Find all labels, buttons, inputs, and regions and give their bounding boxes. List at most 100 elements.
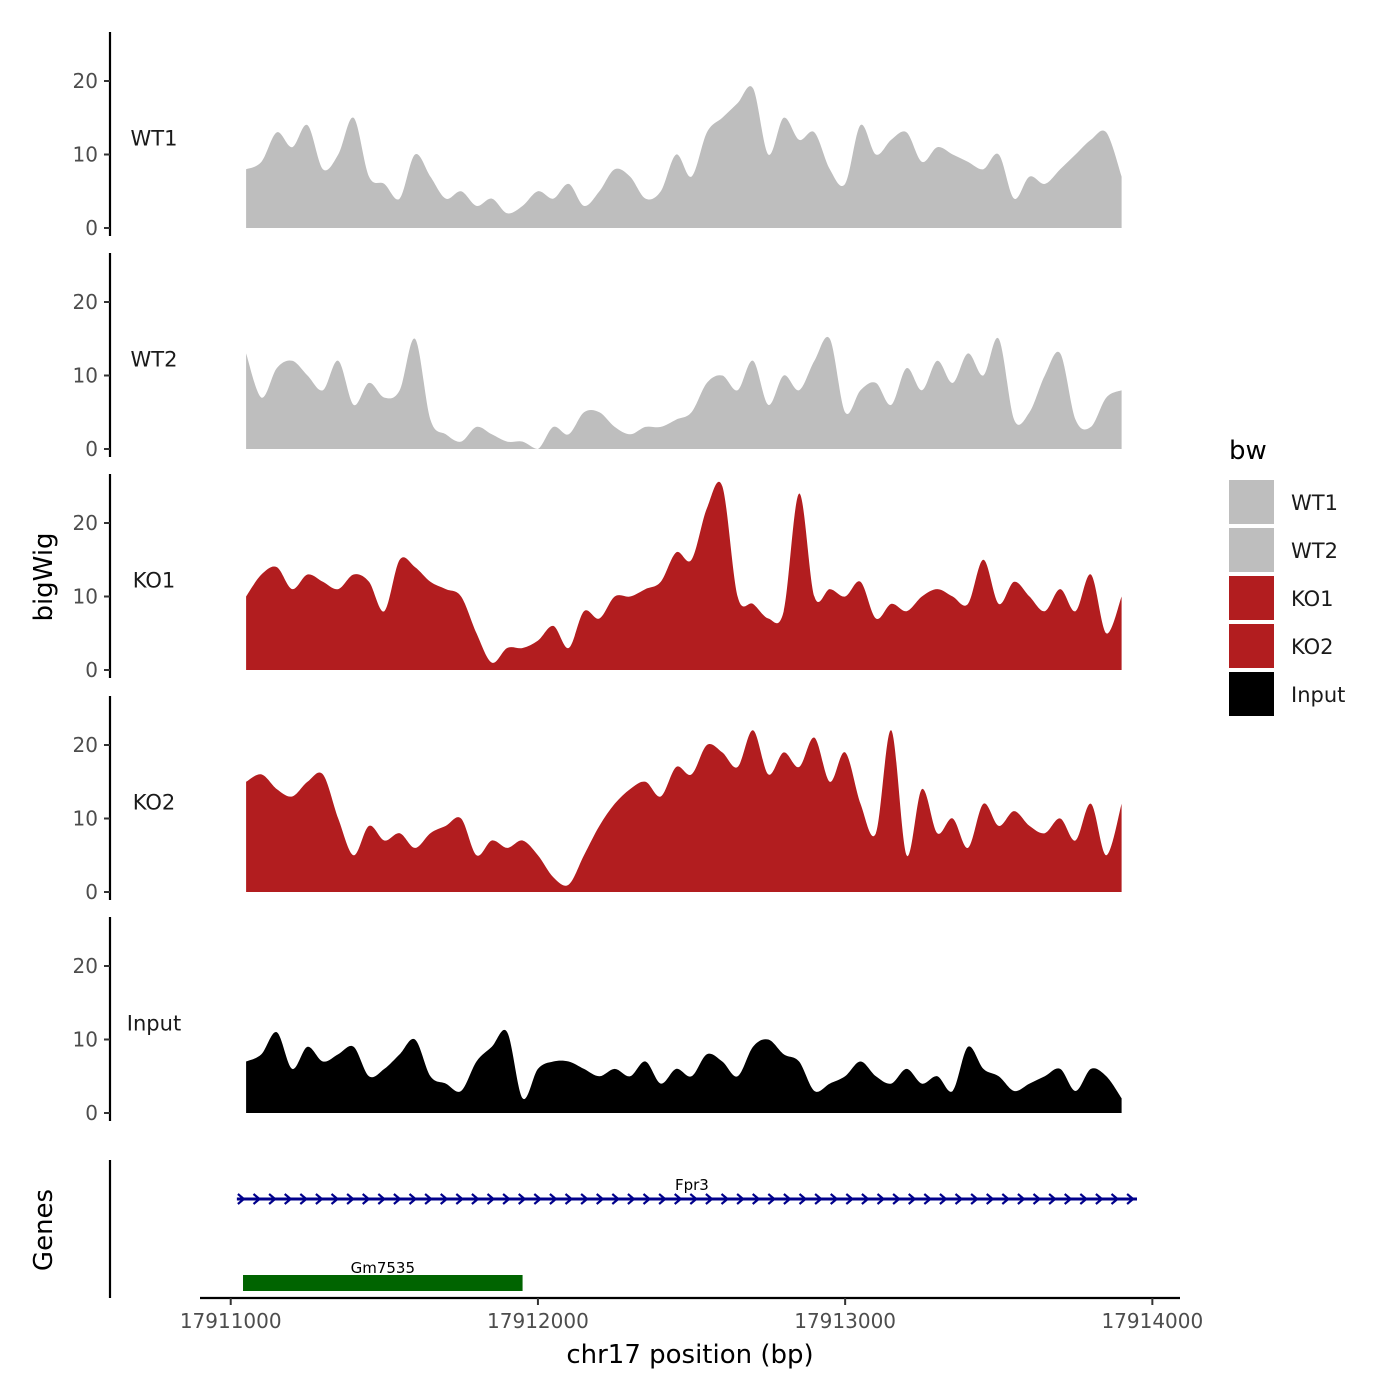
strand-arrow xyxy=(1095,1193,1104,1205)
y-tick-label: 10 xyxy=(73,585,98,609)
area-ko2 xyxy=(246,730,1122,892)
area-input xyxy=(246,1029,1122,1113)
x-axis: 17911000 17912000 17913000 17914000 xyxy=(180,1296,1203,1333)
strand-arrow xyxy=(783,1193,792,1205)
strand-arrow xyxy=(1126,1193,1135,1205)
strand-arrow xyxy=(471,1193,480,1205)
gene-label-gm7535: Gm7535 xyxy=(351,1259,415,1277)
strand-arrow xyxy=(299,1193,309,1205)
strand-arrow xyxy=(1079,1193,1089,1205)
genes-panel: Fpr3 Gm7535 xyxy=(108,1160,1137,1298)
strand-arrow xyxy=(907,1193,917,1205)
legend-label-ko2: KO2 xyxy=(1291,635,1334,659)
strand-arrow xyxy=(985,1193,995,1205)
strand-arrow xyxy=(361,1193,371,1205)
y-tick-label: 0 xyxy=(85,216,98,240)
strand-arrow xyxy=(268,1193,277,1205)
y-tick-label: 0 xyxy=(85,880,98,904)
strand-arrow xyxy=(393,1193,402,1205)
legend-swatch-ko1 xyxy=(1229,576,1274,620)
y-tick-label: 20 xyxy=(73,511,98,535)
x-tick-label: 17914000 xyxy=(1101,1309,1203,1333)
strand-arrow xyxy=(330,1193,340,1205)
y-tick-label: 20 xyxy=(73,69,98,93)
x-tick-label: 17913000 xyxy=(794,1309,896,1333)
strand-arrow xyxy=(1032,1193,1042,1205)
legend-label-wt2: WT2 xyxy=(1291,539,1338,563)
strand-arrow xyxy=(673,1193,683,1205)
y-tick-label: 10 xyxy=(73,1028,98,1052)
y-tick-label: 20 xyxy=(73,733,98,757)
legend-swatch-ko2 xyxy=(1229,624,1274,668)
strand-arrow xyxy=(439,1193,449,1205)
track-label: WT1 xyxy=(131,126,178,150)
track-label: Input xyxy=(127,1011,181,1035)
strand-arrow xyxy=(611,1193,621,1205)
legend-title: bw xyxy=(1229,436,1267,466)
track-wt1: 0 10 20 WT1 xyxy=(73,32,1122,240)
legend-swatch-input xyxy=(1229,672,1274,716)
strand-arrow xyxy=(502,1193,511,1205)
legend-swatch-wt2 xyxy=(1229,528,1274,572)
strand-arrow xyxy=(954,1193,964,1205)
area-ko1 xyxy=(246,481,1122,670)
strand-arrow xyxy=(1063,1193,1073,1205)
track-label: KO2 xyxy=(133,790,176,814)
legend: bw WT1 WT2 KO1 KO2 Input xyxy=(1229,436,1345,716)
track-ko2: 0 10 20 KO2 xyxy=(73,696,1122,904)
strand-arrow xyxy=(424,1193,433,1205)
y-tick-label: 10 xyxy=(73,143,98,167)
y-tick-label: 0 xyxy=(85,437,98,461)
strand-arrow xyxy=(564,1193,574,1205)
tracks-layer: 0 10 20 WT1 0 10 20 WT2 0 10 20 KO1 0 10 20 KO2 0 10 20 Inp… xyxy=(73,32,1122,1125)
y-tick-label: 10 xyxy=(73,364,98,388)
strand-arrow xyxy=(642,1193,652,1205)
strand-arrow xyxy=(814,1193,823,1205)
x-tick-label: 17912000 xyxy=(487,1309,589,1333)
x-tick-label: 17911000 xyxy=(180,1309,282,1333)
y-tick-label: 0 xyxy=(85,1101,98,1125)
strand-arrow xyxy=(1110,1193,1120,1205)
strand-arrow xyxy=(346,1193,355,1205)
y-tick-label: 0 xyxy=(85,658,98,682)
strand-arrow xyxy=(720,1193,730,1205)
strand-arrow xyxy=(455,1193,465,1205)
y-tick-label: 20 xyxy=(73,954,98,978)
strand-arrow xyxy=(845,1193,855,1205)
strand-arrow xyxy=(658,1193,667,1205)
y-axis-title: bigWig xyxy=(29,532,59,621)
track-wt2: 0 10 20 WT2 xyxy=(73,253,1122,461)
strand-arrow xyxy=(533,1193,543,1205)
strand-arrow xyxy=(595,1193,605,1205)
strand-arrow xyxy=(970,1193,979,1205)
strand-arrow xyxy=(486,1193,496,1205)
area-wt1 xyxy=(246,86,1122,228)
strand-arrow xyxy=(829,1193,839,1205)
gene-gm7535-bar xyxy=(243,1275,523,1291)
track-label: WT2 xyxy=(131,347,178,371)
strand-arrow xyxy=(377,1193,387,1205)
strand-arrow xyxy=(315,1193,324,1205)
strand-arrow xyxy=(283,1193,293,1205)
strand-arrow xyxy=(627,1193,636,1205)
legend-swatch-wt1 xyxy=(1229,480,1274,524)
strand-arrow xyxy=(689,1193,699,1205)
area-wt2 xyxy=(246,336,1122,449)
strand-arrow xyxy=(892,1193,901,1205)
strand-arrow xyxy=(923,1193,933,1205)
legend-label-input: Input xyxy=(1291,683,1345,707)
strand-arrow xyxy=(705,1193,714,1205)
strand-arrow xyxy=(517,1193,527,1205)
y-tick-label: 20 xyxy=(73,290,98,314)
strand-arrow xyxy=(1017,1193,1026,1205)
strand-arrow xyxy=(1048,1193,1057,1205)
strand-arrow xyxy=(767,1193,777,1205)
gene-label-fpr3: Fpr3 xyxy=(675,1176,709,1194)
track-label: KO1 xyxy=(133,568,176,592)
strand-arrow xyxy=(798,1193,808,1205)
strand-arrow xyxy=(252,1193,262,1205)
genes-panel-label: Genes xyxy=(29,1189,59,1271)
strand-arrow xyxy=(751,1193,761,1205)
x-axis-title: chr17 position (bp) xyxy=(566,1340,813,1370)
